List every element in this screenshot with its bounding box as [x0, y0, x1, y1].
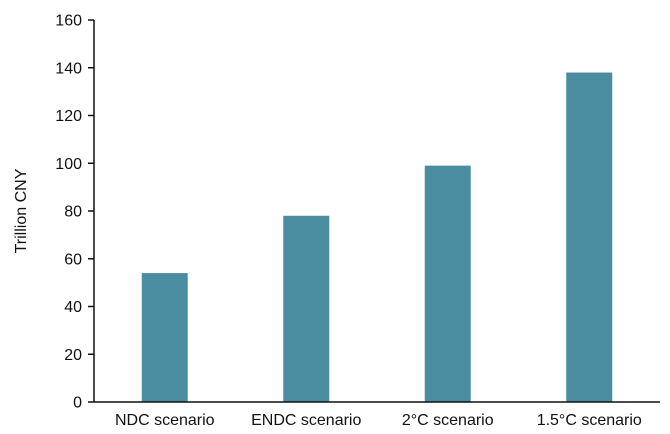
- x-tick-label: 1.5°C scenario: [537, 412, 642, 429]
- y-tick-label: 20: [64, 347, 82, 364]
- y-tick-label: 0: [73, 395, 82, 412]
- bar-3: [566, 72, 613, 403]
- y-tick-label: 60: [64, 251, 82, 268]
- x-tick-label: ENDC scenario: [251, 412, 361, 429]
- x-ticks-group: NDC scenario ENDC scenario 2°C scenario 1.5…: [115, 412, 642, 429]
- y-tick-label: 80: [64, 204, 82, 221]
- x-tick-label: 2°C scenario: [402, 412, 494, 429]
- y-tick-label: 40: [64, 299, 82, 316]
- y-tick-label: 160: [55, 13, 82, 30]
- bar-0: [141, 273, 188, 402]
- y-tick-label: 140: [55, 60, 82, 77]
- y-ticks-group: 0 20 40 60 80 100 120 140 160: [55, 13, 94, 412]
- bar-1: [283, 215, 330, 402]
- x-tick-label: NDC scenario: [115, 412, 215, 429]
- y-tick-label: 120: [55, 108, 82, 125]
- y-tick-label: 100: [55, 156, 82, 173]
- bar-2: [424, 165, 471, 402]
- y-axis-title: Trillion CNY: [13, 168, 30, 253]
- bars-group: [141, 72, 613, 403]
